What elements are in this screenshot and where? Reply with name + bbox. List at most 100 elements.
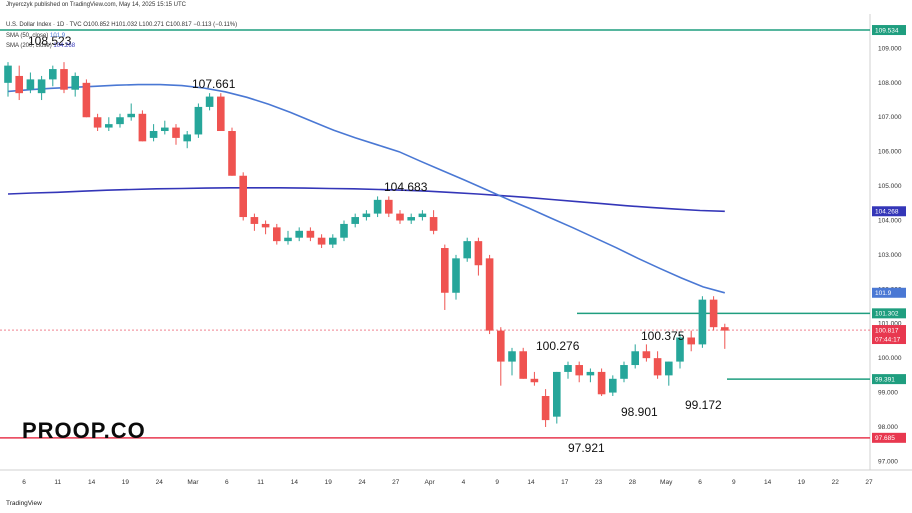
candle-body bbox=[553, 371, 561, 417]
candle-body bbox=[653, 358, 662, 376]
price-badge-label: 07:44:17 bbox=[875, 336, 901, 343]
candle-body bbox=[485, 258, 494, 331]
candle-body bbox=[60, 69, 68, 90]
price-badge bbox=[872, 308, 906, 319]
candle-body bbox=[508, 351, 516, 362]
candle-body bbox=[82, 82, 91, 118]
x-tick-label: 22 bbox=[832, 479, 840, 486]
published-line: Jhyerczyk published on TradingView.com, … bbox=[6, 2, 186, 8]
candle-body bbox=[418, 213, 427, 218]
x-tick-label: 27 bbox=[865, 479, 873, 486]
x-tick-label: 6 bbox=[225, 479, 229, 486]
candle-body bbox=[385, 199, 393, 214]
candle-body bbox=[721, 327, 729, 331]
candle-body bbox=[284, 237, 292, 242]
x-tick-label: 24 bbox=[156, 479, 164, 486]
candle-body bbox=[530, 378, 539, 383]
x-tick-label: 14 bbox=[88, 479, 96, 486]
candle-body bbox=[407, 217, 415, 221]
brand-logo: PROOP.CO bbox=[22, 418, 146, 443]
price-annotation: 104.683 bbox=[384, 180, 428, 194]
symbol-info: U.S. Dollar Index · 1D · TVC O100.852 H1… bbox=[6, 22, 238, 28]
candle-body bbox=[194, 106, 203, 135]
candle-body bbox=[676, 337, 684, 362]
candle-body bbox=[429, 217, 438, 231]
x-tick-label: 6 bbox=[22, 479, 26, 486]
candle-body bbox=[396, 213, 404, 221]
price-badge bbox=[872, 325, 906, 336]
x-tick-label: 17 bbox=[561, 479, 569, 486]
candle-body bbox=[37, 79, 46, 94]
candle-body bbox=[575, 365, 583, 376]
y-tick-label: 108.000 bbox=[878, 80, 902, 87]
candle-body bbox=[463, 241, 471, 259]
candle-body bbox=[273, 227, 281, 242]
candle-body bbox=[306, 230, 315, 238]
price-annotation: 98.901 bbox=[621, 405, 658, 419]
y-tick-label: 103.000 bbox=[878, 252, 902, 259]
y-tick-label: 107.000 bbox=[878, 114, 902, 121]
candle-body bbox=[452, 258, 460, 293]
x-tick-label: Mar bbox=[187, 479, 199, 486]
x-tick-label: 19 bbox=[325, 479, 333, 486]
x-tick-label: 6 bbox=[698, 479, 702, 486]
candle-body bbox=[620, 365, 628, 379]
x-tick-label: 9 bbox=[495, 479, 499, 486]
candle-body bbox=[205, 96, 214, 107]
candle-body bbox=[317, 237, 326, 245]
candle-body bbox=[105, 124, 113, 128]
x-tick-label: 11 bbox=[257, 479, 264, 486]
sma200-legend: SMA (200, close) 104.268 bbox=[6, 43, 76, 49]
y-tick-label: 101.000 bbox=[878, 321, 902, 328]
y-tick-label: 97.000 bbox=[878, 458, 898, 465]
candle-body bbox=[586, 371, 595, 376]
x-tick-label: 9 bbox=[732, 479, 736, 486]
candle-body bbox=[351, 217, 359, 224]
y-tick-label: 109.000 bbox=[878, 45, 902, 52]
x-tick-label: 4 bbox=[462, 479, 466, 486]
x-tick-label: 14 bbox=[527, 479, 535, 486]
candle-body bbox=[362, 213, 371, 218]
x-tick-label: Apr bbox=[425, 479, 436, 486]
candle-body bbox=[340, 223, 348, 238]
candle-body bbox=[217, 96, 225, 132]
y-tick-label: 100.000 bbox=[878, 355, 902, 362]
price-badge-label: 99.391 bbox=[875, 376, 895, 383]
candle-body bbox=[239, 175, 247, 218]
candle-body bbox=[698, 299, 707, 345]
sma200-line bbox=[7, 187, 725, 213]
y-tick-label: 99.000 bbox=[878, 390, 898, 397]
candle-body bbox=[373, 199, 382, 214]
candle-body bbox=[172, 127, 180, 138]
tradingview-footer: TradingView bbox=[6, 500, 42, 507]
price-badge bbox=[872, 206, 906, 217]
candle-body bbox=[26, 79, 35, 90]
candle-body bbox=[541, 396, 550, 421]
x-tick-label: 23 bbox=[595, 479, 603, 486]
price-annotation: 97.921 bbox=[568, 441, 605, 455]
candle-body bbox=[329, 237, 337, 245]
price-badge bbox=[872, 374, 906, 385]
price-annotation: 100.276 bbox=[536, 339, 580, 353]
candle-body bbox=[687, 337, 695, 345]
price-badge-label: 100.817 bbox=[875, 327, 899, 334]
candle-body bbox=[116, 117, 124, 125]
candle-body bbox=[49, 69, 57, 80]
candle-body bbox=[709, 299, 718, 328]
candle-body bbox=[497, 330, 505, 362]
x-tick-label: 28 bbox=[629, 479, 637, 486]
x-tick-label: 14 bbox=[291, 479, 299, 486]
candle-body bbox=[138, 113, 147, 142]
candle-body bbox=[295, 230, 303, 238]
candle-body bbox=[149, 131, 158, 138]
candle-body bbox=[609, 378, 617, 393]
candle-body bbox=[228, 131, 236, 176]
candle-body bbox=[183, 134, 191, 142]
price-badge bbox=[872, 25, 906, 36]
price-badge bbox=[872, 334, 906, 345]
candle-body bbox=[642, 351, 651, 359]
candle-body bbox=[665, 361, 673, 376]
candle-body bbox=[261, 223, 270, 228]
candle-body bbox=[564, 365, 572, 372]
